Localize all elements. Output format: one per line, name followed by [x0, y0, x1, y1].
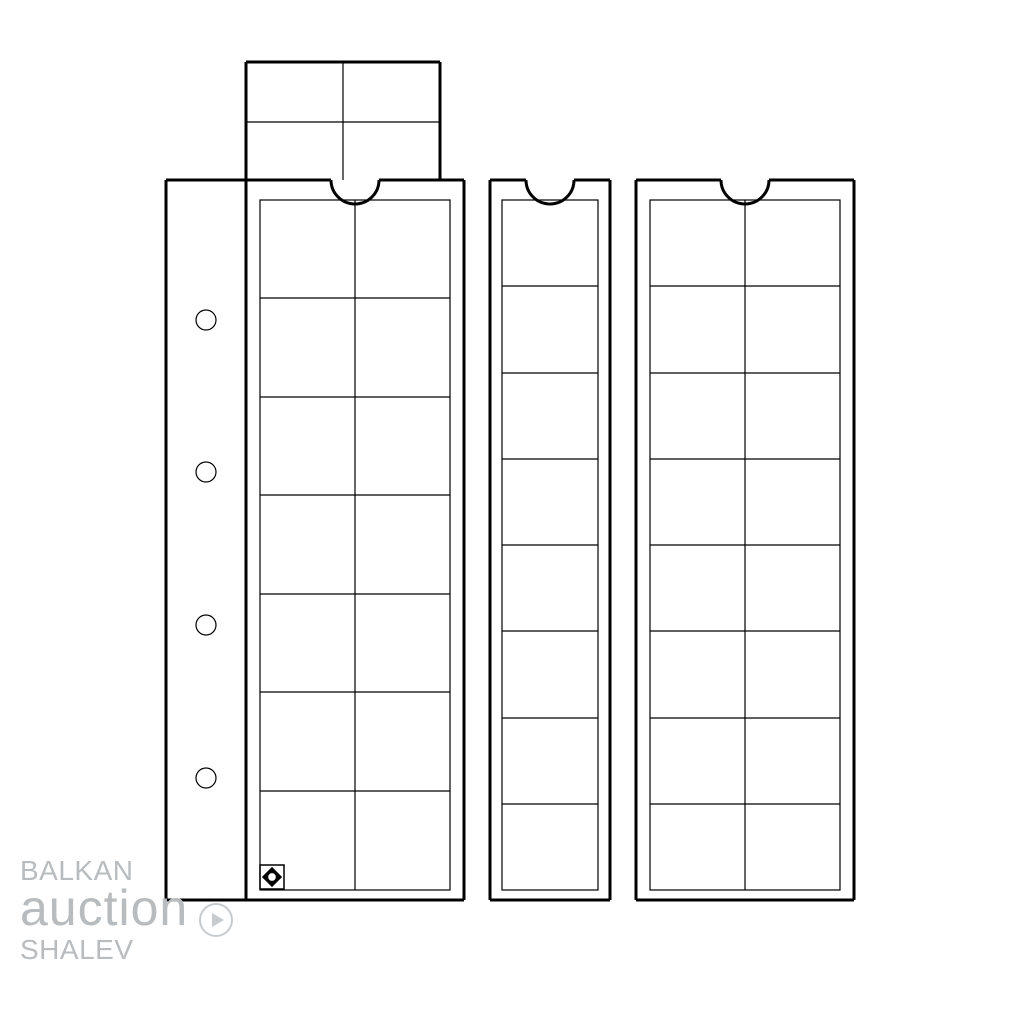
play-icon	[199, 903, 233, 937]
watermark-line3: SHALEV	[20, 937, 233, 964]
watermark: BALKAN auction SHALEV	[20, 858, 233, 964]
watermark-line2: auction	[20, 880, 188, 936]
